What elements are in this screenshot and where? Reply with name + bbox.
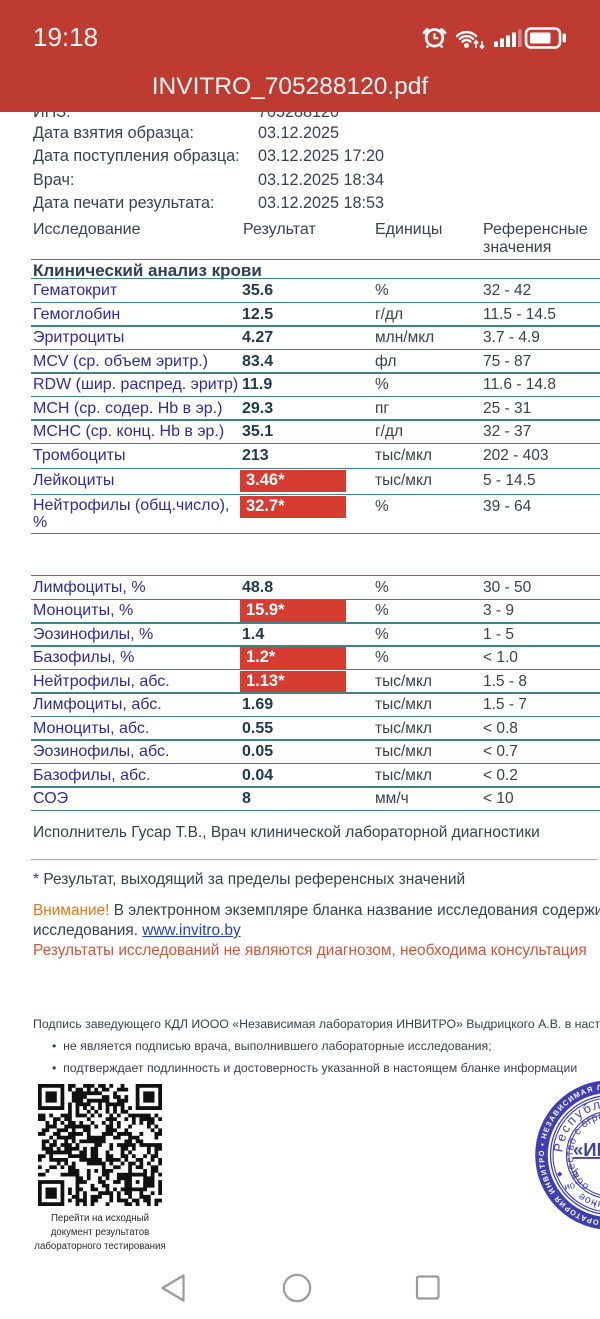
svg-text:г: г [592,1199,598,1211]
svg-text:ио: ио [563,1180,576,1193]
svg-text:◆: ◆ [557,1171,563,1178]
svg-text:р: р [571,1168,578,1180]
svg-text:«ИНВИТРО»: «ИНВИТРО» [573,1139,600,1160]
